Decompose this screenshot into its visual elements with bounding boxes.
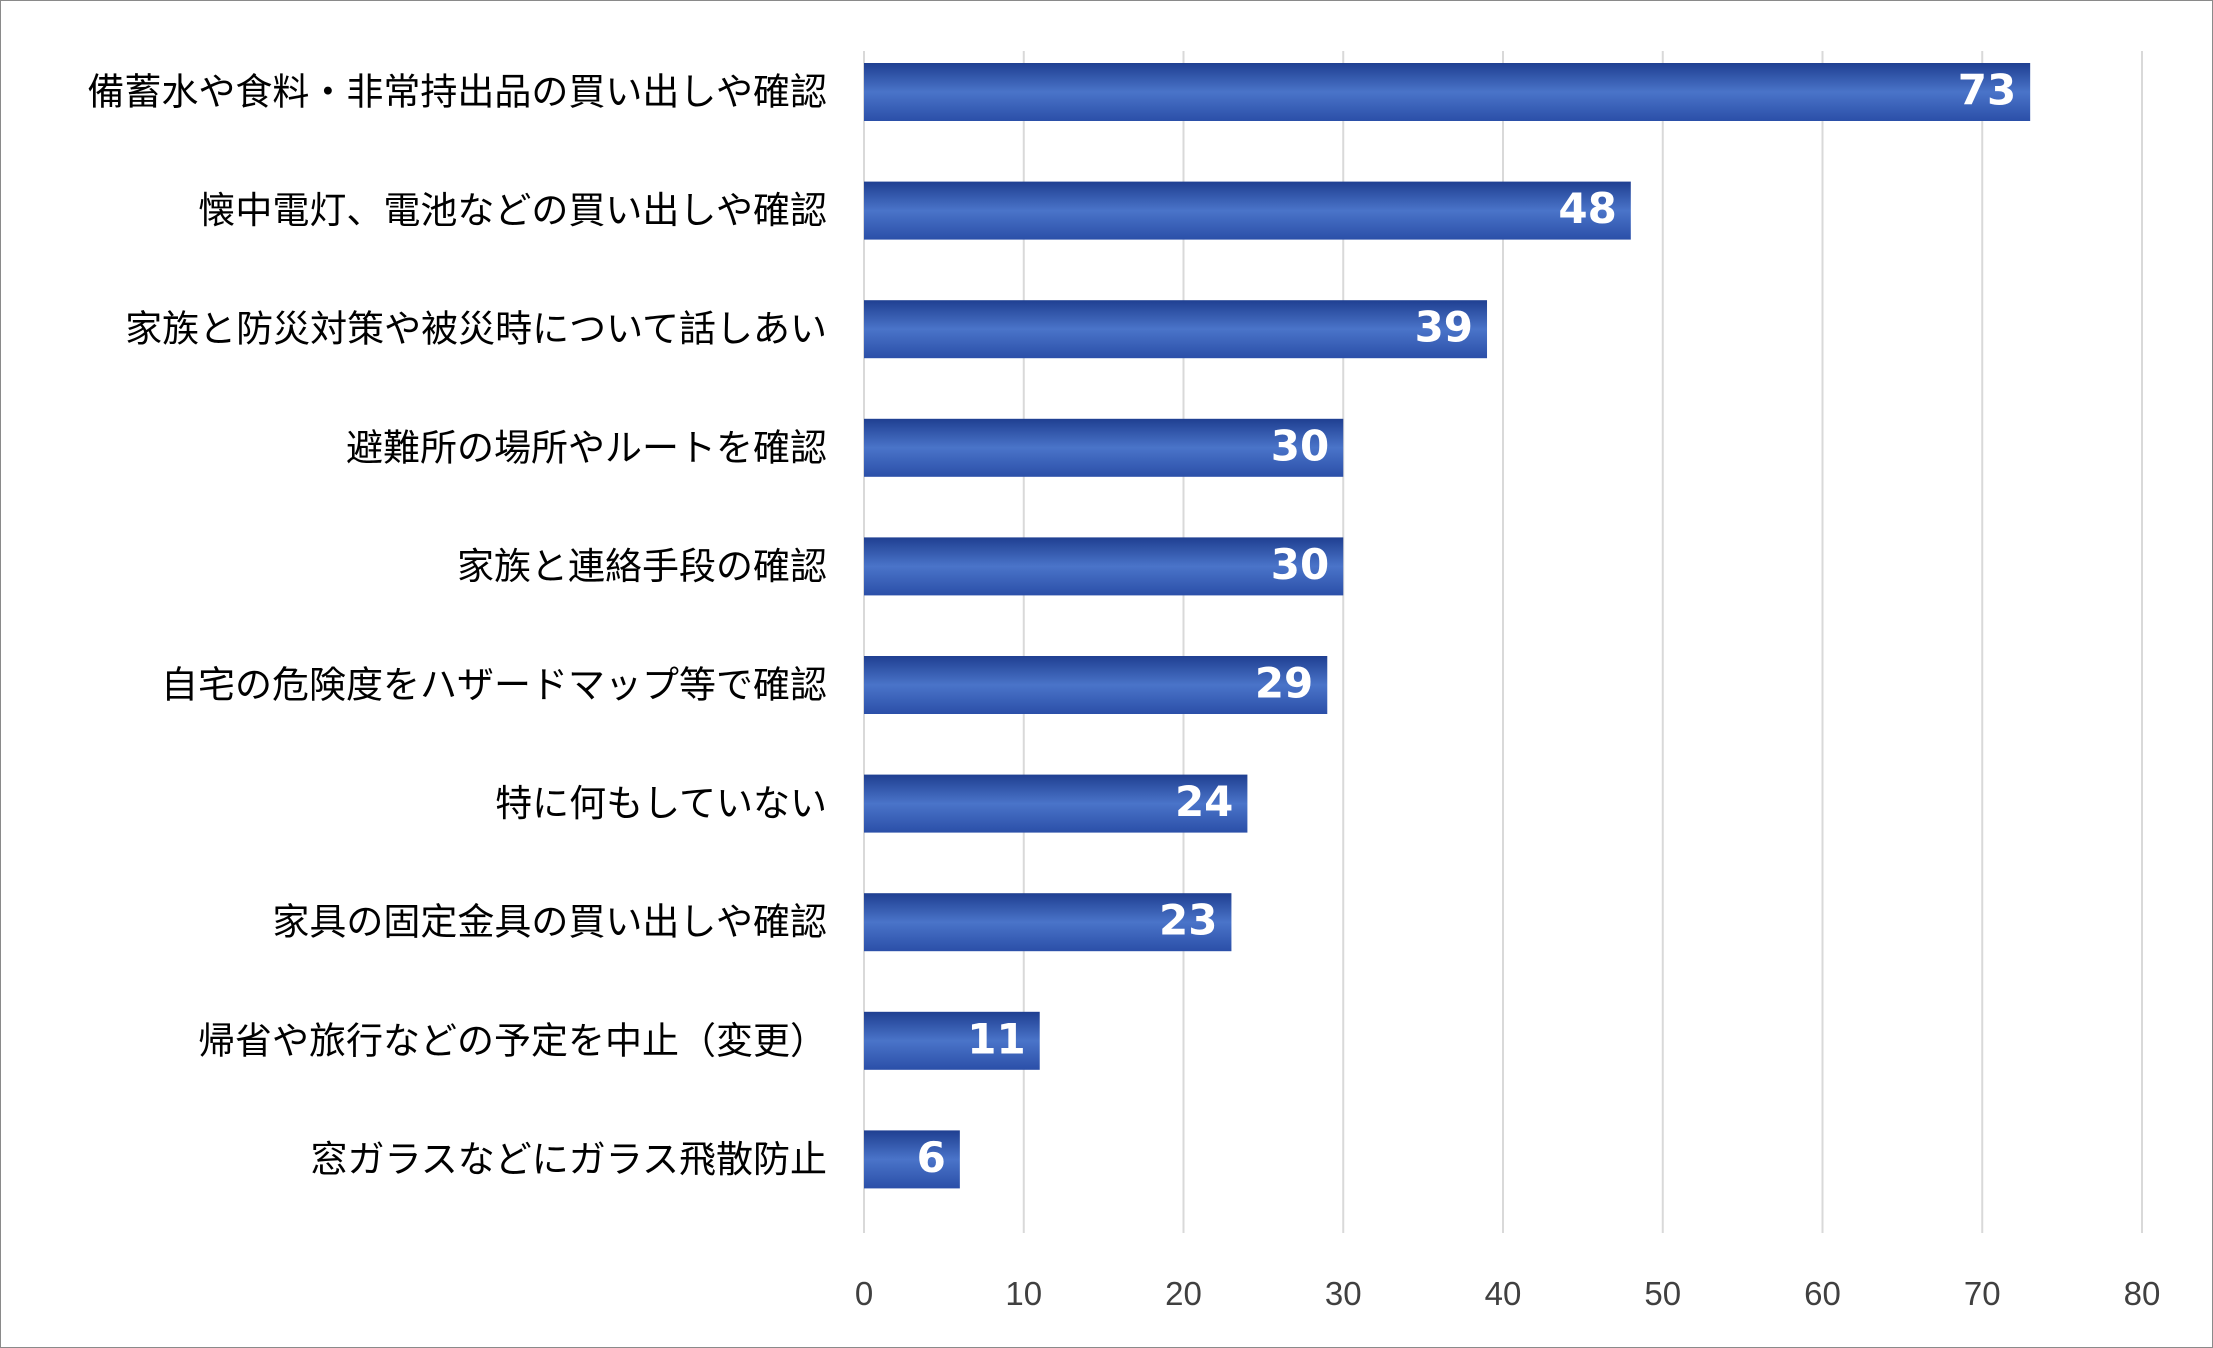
bar	[864, 1011, 1040, 1070]
x-tick-label: 40	[1485, 1275, 1522, 1312]
category-label: 避難所の場所やルートを確認	[346, 426, 827, 469]
data-label: 11	[967, 1014, 1025, 1063]
bar	[864, 181, 1631, 240]
category-label: 家具の固定金具の買い出しや確認	[272, 901, 827, 944]
x-tick-label: 0	[855, 1275, 873, 1312]
x-tick-label: 30	[1325, 1275, 1362, 1312]
category-label: 家族と連絡手段の確認	[457, 545, 827, 588]
category-label: 懐中電灯、電池などの買い出しや確認	[198, 189, 827, 232]
data-label: 29	[1255, 659, 1313, 708]
x-tick-label: 60	[1804, 1275, 1841, 1312]
category-label: 自宅の危険度をハザードマップ等で確認	[161, 664, 827, 707]
x-tick-label: 80	[2124, 1275, 2161, 1312]
data-label: 24	[1175, 777, 1233, 826]
bar	[864, 537, 1344, 596]
category-label: 窓ガラスなどにガラス飛散防止	[310, 1138, 827, 1181]
x-axis-ticks: 0 10 20 30 40 50 60 70 80	[855, 1275, 2161, 1312]
data-label: 48	[1558, 184, 1616, 233]
data-label: 6	[917, 1133, 946, 1182]
data-label: 73	[1958, 66, 2016, 115]
category-label: 備蓄水や食料・非常持出品の買い出しや確認	[87, 71, 827, 114]
bar	[864, 774, 1248, 833]
data-label: 39	[1415, 303, 1473, 352]
category-label: 特に何もしていない	[495, 782, 827, 825]
x-tick-label: 10	[1005, 1275, 1042, 1312]
category-label: 帰省や旅行などの予定を中止（変更）	[198, 1019, 827, 1062]
bar	[864, 656, 1328, 714]
bar	[864, 893, 1232, 952]
x-tick-label: 50	[1644, 1275, 1681, 1312]
bar	[864, 63, 2031, 121]
category-label: 家族と防災対策や被災時について話しあい	[125, 308, 827, 351]
category-labels: 備蓄水や食料・非常持出品の買い出しや確認懐中電灯、電池などの買い出しや確認家族と…	[87, 71, 827, 1181]
bar	[864, 300, 1488, 359]
x-tick-label: 70	[1964, 1275, 2001, 1312]
x-tick-label: 20	[1165, 1275, 1202, 1312]
bars: 73 48 39 30 30 29 24 23 11 6	[864, 63, 2031, 1189]
data-label: 30	[1271, 421, 1329, 470]
bar	[864, 1130, 960, 1189]
grid-lines	[863, 51, 2143, 1233]
data-label: 23	[1159, 896, 1217, 945]
bar	[864, 418, 1344, 477]
data-label: 30	[1271, 540, 1329, 589]
